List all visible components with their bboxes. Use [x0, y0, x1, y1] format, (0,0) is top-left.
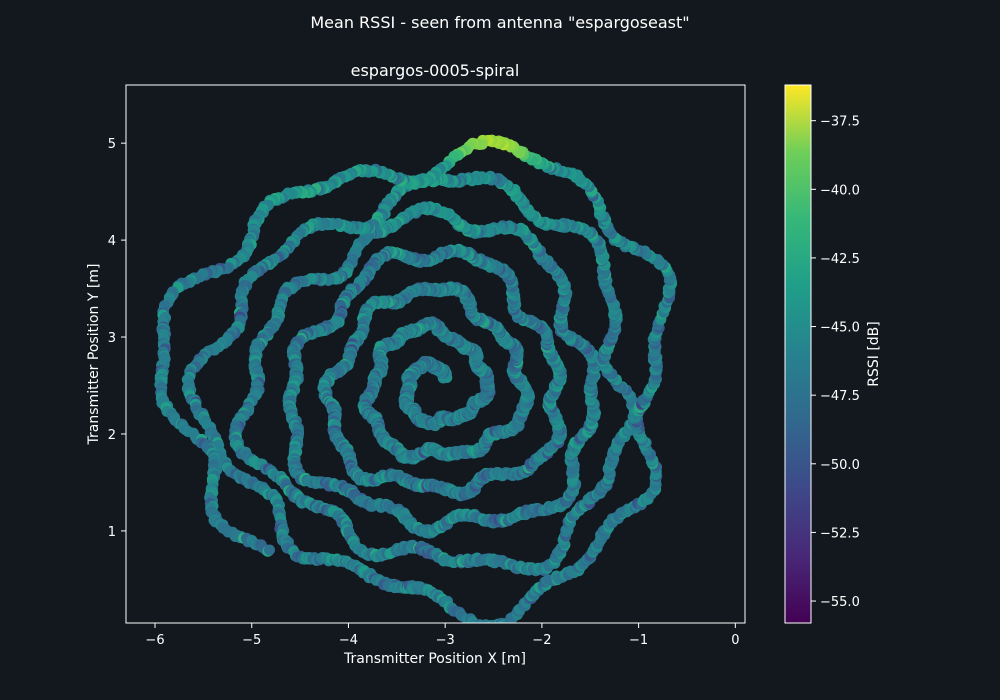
chart-title: espargos-0005-spiral: [351, 61, 520, 80]
scatter-points: [154, 134, 678, 623]
figure-suptitle: Mean RSSI - seen from antenna "espargose…: [310, 13, 689, 32]
